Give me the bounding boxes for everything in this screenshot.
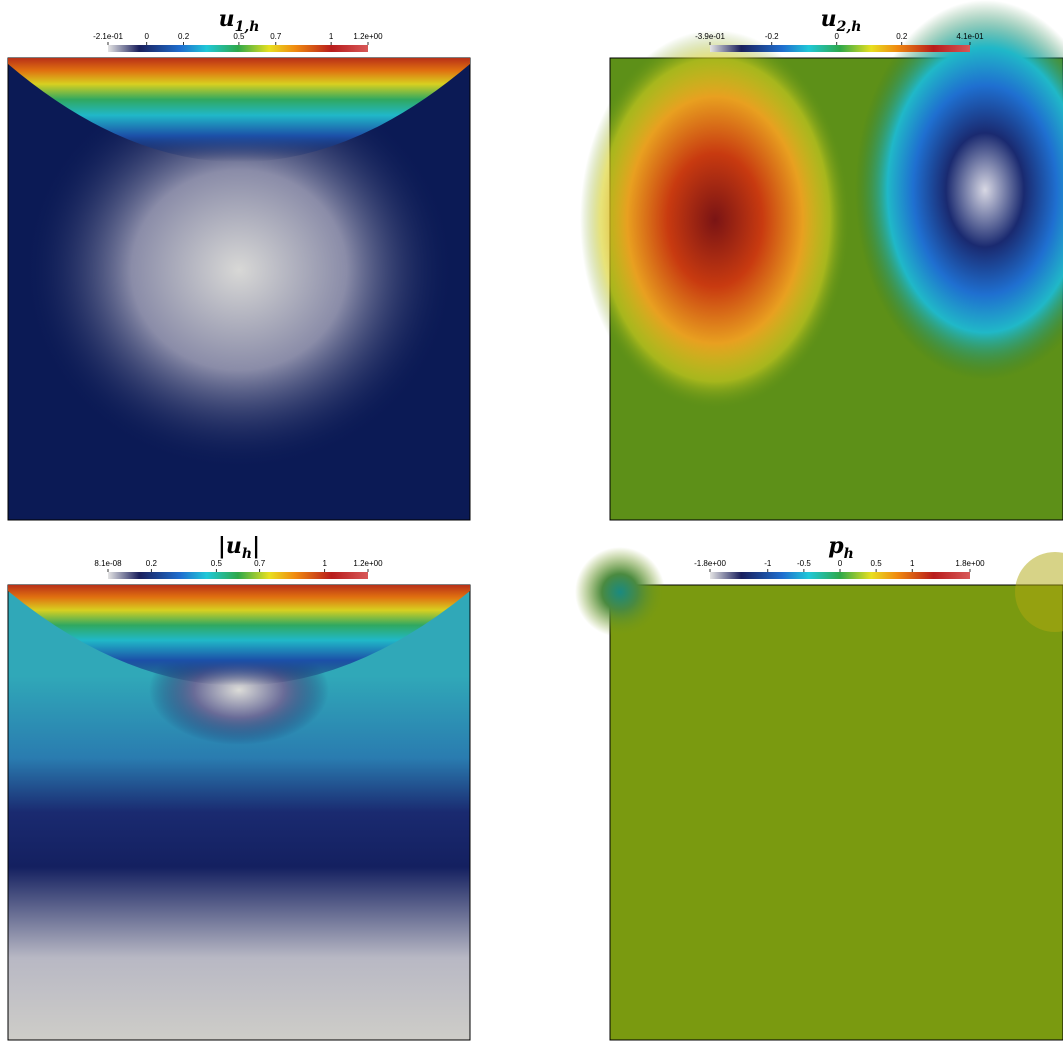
colorbar	[710, 45, 970, 52]
colorbar-tick-label: -3.9e-01	[695, 32, 725, 41]
field-negative-lobe	[855, 0, 1063, 380]
field-core	[24, 70, 454, 470]
colorbar-tick-label: 0	[835, 32, 840, 41]
colorbar-tick-label: 4.1e-01	[956, 32, 984, 41]
colorbar-tick-label: 0.2	[896, 32, 908, 41]
title-subscript: 1,h	[235, 19, 260, 35]
title-main: u	[219, 6, 235, 32]
colorbar-tick-label: 1	[322, 559, 327, 568]
title-suffix: |	[252, 533, 260, 559]
colorbar-tick-label: 8.1e-08	[94, 559, 122, 568]
field-umag	[7, 584, 471, 1041]
colorbar	[108, 572, 368, 579]
field-background	[609, 584, 1063, 1041]
field-lid-band	[8, 58, 470, 162]
panel-title: |uh|	[218, 533, 260, 562]
colorbar-tick-label: 0.5	[871, 559, 883, 568]
panel-title: u1,h	[219, 6, 260, 35]
title-subscript: h	[844, 546, 854, 562]
title-main: u	[821, 6, 837, 32]
colorbar	[710, 572, 970, 579]
colorbar-tick-label: -1	[764, 559, 772, 568]
colorbar-tick-label: 0.5	[233, 32, 245, 41]
field-p	[575, 547, 1063, 1041]
field-lid-band	[8, 585, 470, 686]
panel-title: ph	[828, 533, 854, 562]
field-corner	[1015, 552, 1063, 632]
title-main: |u	[218, 533, 242, 559]
field-u1	[7, 57, 471, 521]
colorbar-tick-label: 0	[838, 559, 843, 568]
colorbar-tick-label: 1.2e+00	[353, 32, 383, 41]
field-corner	[575, 547, 665, 637]
title-subscript: 2,h	[836, 19, 862, 35]
colorbar-tick-label: 1	[910, 559, 915, 568]
colorbar-tick-label: -0.5	[797, 559, 811, 568]
colorbar-tick-label: 0.7	[254, 559, 266, 568]
panel-title: u2,h	[821, 6, 862, 35]
colorbar-tick-label: -1.8e+00	[694, 559, 726, 568]
colorbar-tick-label: 0.2	[178, 32, 190, 41]
field-positive-lobe	[580, 30, 850, 410]
title-subscript: h	[242, 546, 252, 562]
title-main: p	[828, 533, 844, 559]
colorbar-tick-label: 0.5	[211, 559, 223, 568]
colorbar-tick-label: 1.2e+00	[353, 559, 383, 568]
colorbar-tick-label: 0.2	[146, 559, 158, 568]
colorbar-tick-label: 1	[329, 32, 334, 41]
colorbar-tick-label: 0.7	[270, 32, 282, 41]
field-u2	[580, 0, 1063, 521]
colorbar-tick-label: -0.2	[765, 32, 779, 41]
colorbar-tick-label: -2.1e-01	[93, 32, 123, 41]
colorbar	[108, 45, 368, 52]
colorbar-tick-label: 0	[144, 32, 149, 41]
colorbar-tick-label: 1.8e+00	[955, 559, 985, 568]
